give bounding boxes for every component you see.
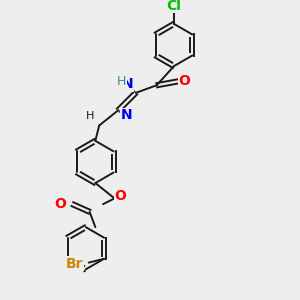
Text: Cl: Cl: [167, 0, 182, 13]
Text: O: O: [114, 190, 126, 203]
Text: O: O: [54, 197, 66, 211]
Text: N: N: [120, 108, 132, 122]
Text: H: H: [86, 111, 94, 121]
Text: O: O: [178, 74, 190, 88]
Text: H: H: [117, 75, 126, 88]
Text: N: N: [122, 77, 134, 91]
Text: Br: Br: [65, 256, 83, 271]
